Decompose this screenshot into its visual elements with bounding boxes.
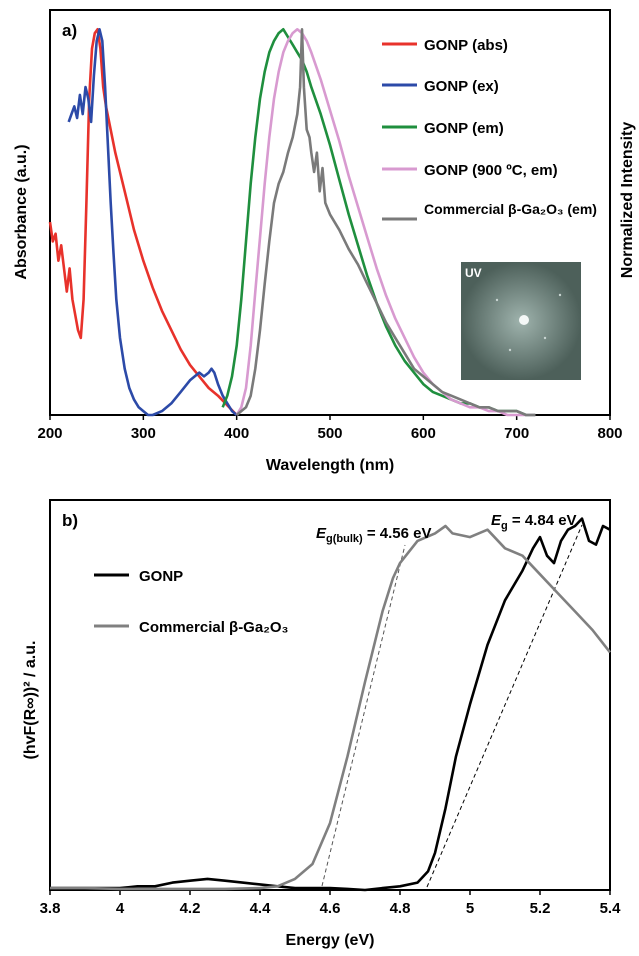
inset-uv-photo: UV: [461, 262, 581, 380]
inset-uv-label: UV: [465, 266, 482, 280]
legend-label-commercial: Commercial β-Ga₂O₃ (em): [424, 201, 597, 217]
gonp-band-gap-subscript: g: [501, 520, 508, 532]
panel-a-series: [48, 28, 536, 417]
panel-b-x-axis-label: Energy (eV): [286, 932, 375, 949]
panel-a-tag: a): [62, 21, 77, 40]
x-tick-label: 5.4: [600, 900, 622, 917]
legend-label-ex: GONP (ex): [424, 78, 499, 95]
x-tick-label: 600: [411, 425, 436, 442]
inset-photo-speckle: [558, 293, 562, 297]
legend-label-commercial-b: Commercial β-Ga₂O₃: [139, 619, 289, 636]
panel-b-x-ticks: 3.8 4 4.2 4.4 4.6 4.8 5 5.2 5.4: [40, 890, 622, 917]
panel-b-tag: b): [62, 511, 78, 530]
legend-item-commercial: Commercial β-Ga₂O₃ (em): [382, 201, 597, 221]
x-tick-label: 4.2: [180, 900, 201, 917]
gonp-band-gap-value: = 4.84 eV: [508, 512, 577, 529]
legend-item-gonp: GONP: [94, 568, 183, 585]
x-tick-label: 4: [116, 900, 125, 917]
x-tick-label: 500: [317, 425, 342, 442]
legend-item-em: GONP (em): [382, 120, 504, 137]
inset-photo-speckle: [543, 336, 547, 340]
x-tick-label: 400: [224, 425, 249, 442]
bulk-band-gap-annotation: Eg(bulk) = 4.56 eV: [316, 525, 432, 545]
x-tick-label: 200: [37, 425, 62, 442]
panel-b: b) 3.8 4 4.2 4.4 4.6 4.8 5 5.2 5.4 Energy (eV) (…: [22, 499, 622, 949]
legend-label-gonp: GONP: [139, 568, 183, 585]
bulk-band-gap-symbol: E: [316, 525, 327, 542]
panel-a-x-ticks: 200 300 400 500 600 700 800: [37, 415, 623, 442]
series-line-3: [235, 28, 536, 417]
series-line-1: [67, 28, 238, 417]
legend-label-900c: GONP (900 ºC, em): [424, 162, 558, 179]
panel-a-legend: GONP (abs) GONP (ex) GONP (em) GONP (900…: [382, 37, 597, 221]
gonp-band-gap-symbol: E: [491, 512, 502, 529]
x-tick-label: 4.8: [390, 900, 411, 917]
panel-b-legend: GONP Commercial β-Ga₂O₃: [94, 568, 289, 636]
x-tick-label: 4.6: [320, 900, 341, 917]
series-line-4: [235, 28, 536, 417]
panel-a-y-axis-label-right: Normalized Intensity: [619, 122, 636, 279]
panel-a: a) 200 300 400 500 600 700 800 Wavelength (nm)…: [13, 9, 636, 474]
bulk-band-gap-fit-line: [321, 544, 406, 887]
panel-a-y-axis-label-left: Absorbance (a.u.): [13, 144, 30, 279]
legend-label-abs: GONP (abs): [424, 37, 508, 54]
legend-item-ex: GONP (ex): [382, 78, 499, 95]
x-tick-label: 700: [504, 425, 529, 442]
panel-b-series: [50, 517, 612, 892]
series-line-1: [50, 524, 612, 891]
bulk-band-gap-value: = 4.56 eV: [363, 525, 432, 542]
gonp-band-gap-annotation: Eg = 4.84 eV: [491, 512, 577, 532]
panel-b-y-axis-label: (hvF(R∞))² / a.u.: [22, 641, 39, 760]
x-tick-label: 5: [466, 900, 474, 917]
inset-photo-speckle: [508, 348, 512, 352]
legend-label-em: GONP (em): [424, 120, 504, 137]
gonp-band-gap-fit-line: [426, 524, 583, 888]
x-tick-label: 3.8: [40, 900, 61, 917]
x-tick-label: 800: [597, 425, 622, 442]
legend-item-abs: GONP (abs): [382, 37, 508, 54]
series-line-0: [50, 517, 611, 892]
series-line-0: [48, 28, 238, 416]
panel-a-x-axis-label: Wavelength (nm): [266, 457, 394, 474]
legend-item-commercial-b: Commercial β-Ga₂O₃: [94, 619, 289, 636]
inset-photo-bright-spot: [519, 315, 529, 325]
x-tick-label: 5.2: [530, 900, 551, 917]
legend-item-900c: GONP (900 ºC, em): [382, 162, 558, 179]
x-tick-label: 4.4: [250, 900, 272, 917]
inset-photo-speckle: [495, 298, 499, 302]
x-tick-label: 300: [131, 425, 156, 442]
bulk-band-gap-subscript: g(bulk): [326, 533, 363, 545]
